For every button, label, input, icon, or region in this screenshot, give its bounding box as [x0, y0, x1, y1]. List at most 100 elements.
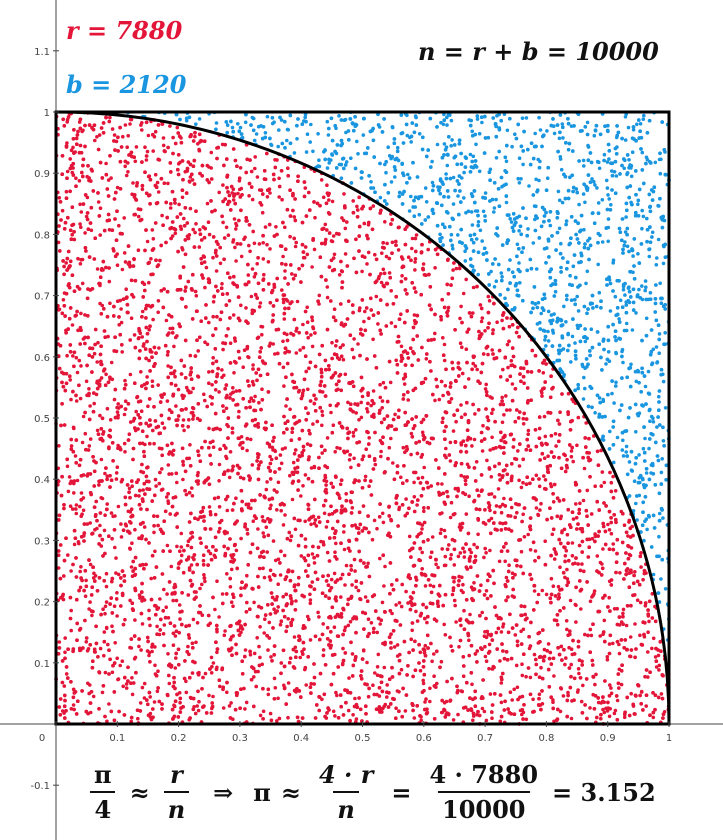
- point-r: [454, 620, 458, 624]
- point-r: [179, 531, 184, 536]
- point-r: [80, 440, 85, 445]
- point-r: [258, 301, 263, 305]
- point-r: [120, 659, 125, 663]
- point-r: [151, 149, 155, 153]
- point-b: [624, 444, 629, 449]
- point-r: [579, 607, 583, 611]
- point-r: [223, 629, 227, 633]
- point-r: [282, 553, 287, 558]
- point-r: [196, 349, 200, 353]
- point-b: [620, 349, 624, 354]
- point-r: [144, 158, 149, 162]
- point-r: [478, 303, 483, 307]
- point-r: [440, 482, 444, 486]
- point-r: [309, 522, 313, 527]
- point-r: [211, 356, 215, 360]
- point-r: [540, 391, 544, 395]
- point-r: [194, 294, 199, 298]
- point-r: [271, 539, 276, 543]
- point-r: [234, 548, 239, 553]
- point-r: [483, 546, 488, 551]
- point-r: [553, 432, 558, 436]
- point-b: [617, 317, 621, 321]
- point-r: [255, 175, 260, 179]
- point-b: [483, 191, 488, 195]
- point-r: [357, 418, 361, 422]
- point-b: [640, 208, 644, 213]
- point-r: [263, 225, 268, 229]
- point-r: [451, 718, 456, 722]
- point-r: [363, 595, 368, 599]
- point-r: [461, 674, 466, 678]
- point-r: [211, 300, 216, 304]
- point-r: [622, 715, 627, 720]
- point-b: [614, 174, 619, 178]
- point-r: [544, 592, 549, 597]
- point-r: [265, 480, 269, 484]
- point-r: [363, 474, 368, 479]
- point-r: [566, 391, 571, 396]
- point-r: [605, 655, 610, 659]
- point-b: [600, 198, 605, 202]
- point-b: [462, 196, 466, 200]
- point-b: [640, 226, 644, 231]
- point-r: [500, 420, 505, 425]
- point-r: [531, 697, 535, 702]
- point-b: [582, 375, 586, 380]
- point-r: [376, 322, 380, 326]
- point-r: [534, 473, 539, 478]
- point-b: [272, 120, 276, 124]
- point-r: [175, 480, 179, 485]
- point-r: [643, 674, 647, 679]
- point-r: [107, 279, 112, 284]
- point-r: [606, 522, 610, 527]
- point-b: [595, 186, 599, 190]
- point-r: [150, 228, 155, 232]
- point-r: [404, 589, 408, 594]
- point-r: [111, 514, 115, 519]
- point-b: [322, 150, 326, 154]
- point-r: [195, 621, 200, 625]
- point-r: [217, 505, 222, 509]
- point-r: [65, 169, 70, 174]
- point-r: [227, 299, 232, 303]
- point-r: [88, 404, 92, 408]
- point-b: [653, 160, 658, 165]
- point-r: [565, 532, 570, 537]
- point-r: [341, 646, 345, 651]
- point-b: [389, 180, 394, 184]
- point-r: [515, 685, 520, 690]
- point-r: [565, 457, 569, 462]
- point-r: [347, 458, 352, 462]
- point-r: [258, 713, 263, 718]
- point-r: [413, 260, 417, 264]
- point-r: [281, 339, 285, 344]
- point-r: [117, 223, 121, 228]
- point-b: [589, 327, 594, 332]
- point-b: [441, 243, 445, 247]
- point-r: [371, 337, 375, 342]
- point-r: [390, 611, 394, 616]
- point-r: [288, 407, 292, 412]
- point-r: [207, 505, 212, 509]
- point-r: [394, 706, 398, 710]
- point-r: [542, 647, 547, 652]
- point-r: [522, 381, 526, 386]
- point-r: [224, 406, 229, 411]
- point-r: [480, 706, 485, 711]
- point-r: [99, 496, 103, 500]
- point-r: [574, 502, 578, 506]
- point-r: [366, 250, 371, 255]
- point-r: [87, 607, 91, 611]
- point-r: [510, 698, 514, 702]
- point-r: [557, 592, 561, 596]
- point-r: [366, 694, 371, 699]
- point-r: [412, 313, 417, 317]
- point-r: [462, 555, 467, 559]
- point-r: [231, 187, 236, 191]
- point-r: [197, 699, 201, 704]
- point-r: [471, 285, 476, 290]
- point-r: [385, 695, 389, 699]
- point-b: [265, 114, 270, 119]
- point-b: [624, 215, 628, 219]
